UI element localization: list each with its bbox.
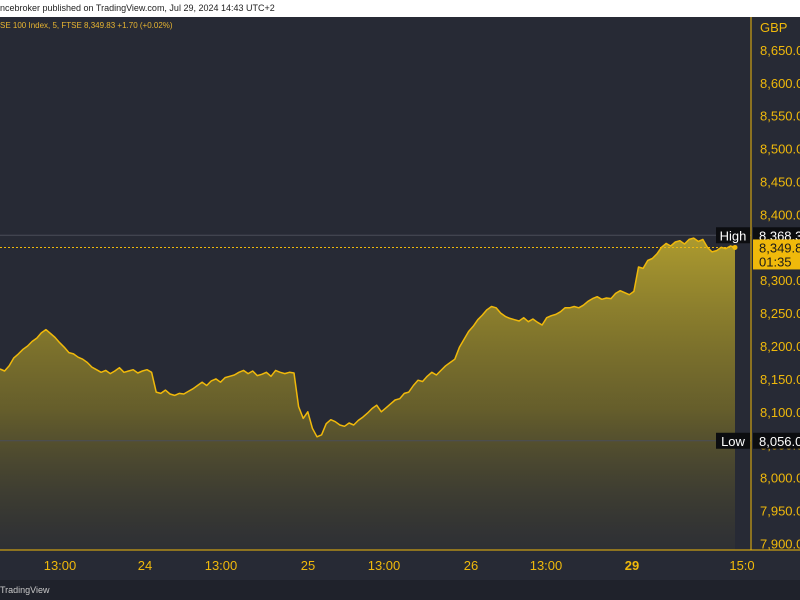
y-tick-label: 8,250.0 [760,306,800,321]
y-tick-label: 8,650.0 [760,43,800,58]
series-legend[interactable]: SE 100 Index, 5, FTSE 8,349.83 +1.70 (+0… [0,21,173,30]
low-label-box [716,432,750,449]
x-tick-label: 26 [464,558,478,573]
y-tick-label: 8,500.0 [760,142,800,157]
currency-label: GBP [760,20,787,35]
tradingview-brand: TradingView [0,585,50,595]
y-tick-label: 8,300.0 [760,273,800,288]
footer: TradingView [0,580,800,600]
y-tick-label: 7,900.0 [760,536,800,551]
x-tick-label: 13:00 [205,558,238,573]
x-tick-label: 25 [301,558,315,573]
price-line [0,237,736,438]
y-axis[interactable]: 7,900.07,950.08,000.08,050.08,100.08,150… [760,43,800,552]
y-tick-label: 8,000.0 [760,471,800,486]
publish-header: ncebroker published on TradingView.com, … [0,0,800,17]
y-tick-label: 8,100.0 [760,405,800,420]
high-label-box [716,227,750,244]
last-point-marker [732,244,738,250]
low-label: Low [721,434,745,449]
high-label: High [720,228,747,243]
legend-text: SE 100 Index, 5, FTSE 8,349.83 +1.70 (+0… [0,21,173,30]
price-area [0,238,735,550]
y-tick-label: 8,600.0 [760,76,800,91]
x-tick-label: 15:0 [729,558,754,573]
low-value-box [753,432,800,449]
x-tick-label: 24 [138,558,152,573]
y-tick-label: 7,950.0 [760,504,800,519]
x-tick-label: 29 [625,558,639,573]
y-tick-label: 8,400.0 [760,207,800,222]
x-axis[interactable]: 13:00 24 13:00 25 13:00 26 13:00 29 15:0 [44,558,755,573]
x-tick-label: 13:00 [530,558,563,573]
y-tick-label: 8,150.0 [760,372,800,387]
y-tick-label: 8,550.0 [760,109,800,124]
low-value: 8,056.0 [759,434,800,449]
last-price-value: 8,349.8 [759,240,800,255]
y-tick-label: 8,450.0 [760,175,800,190]
area-layer [0,237,736,550]
x-tick-label: 13:00 [44,558,77,573]
high-value-box [753,227,800,244]
publish-text: ncebroker published on TradingView.com, … [0,3,275,13]
price-chart[interactable]: GBP 7,900.07,950.08,000.08,050.08,100.08… [0,17,800,580]
x-tick-label: 13:00 [368,558,401,573]
last-price-countdown: 01:35 [759,254,792,269]
y-tick-label: 8,200.0 [760,339,800,354]
reference-lines [0,234,751,442]
last-price-box [753,239,800,270]
